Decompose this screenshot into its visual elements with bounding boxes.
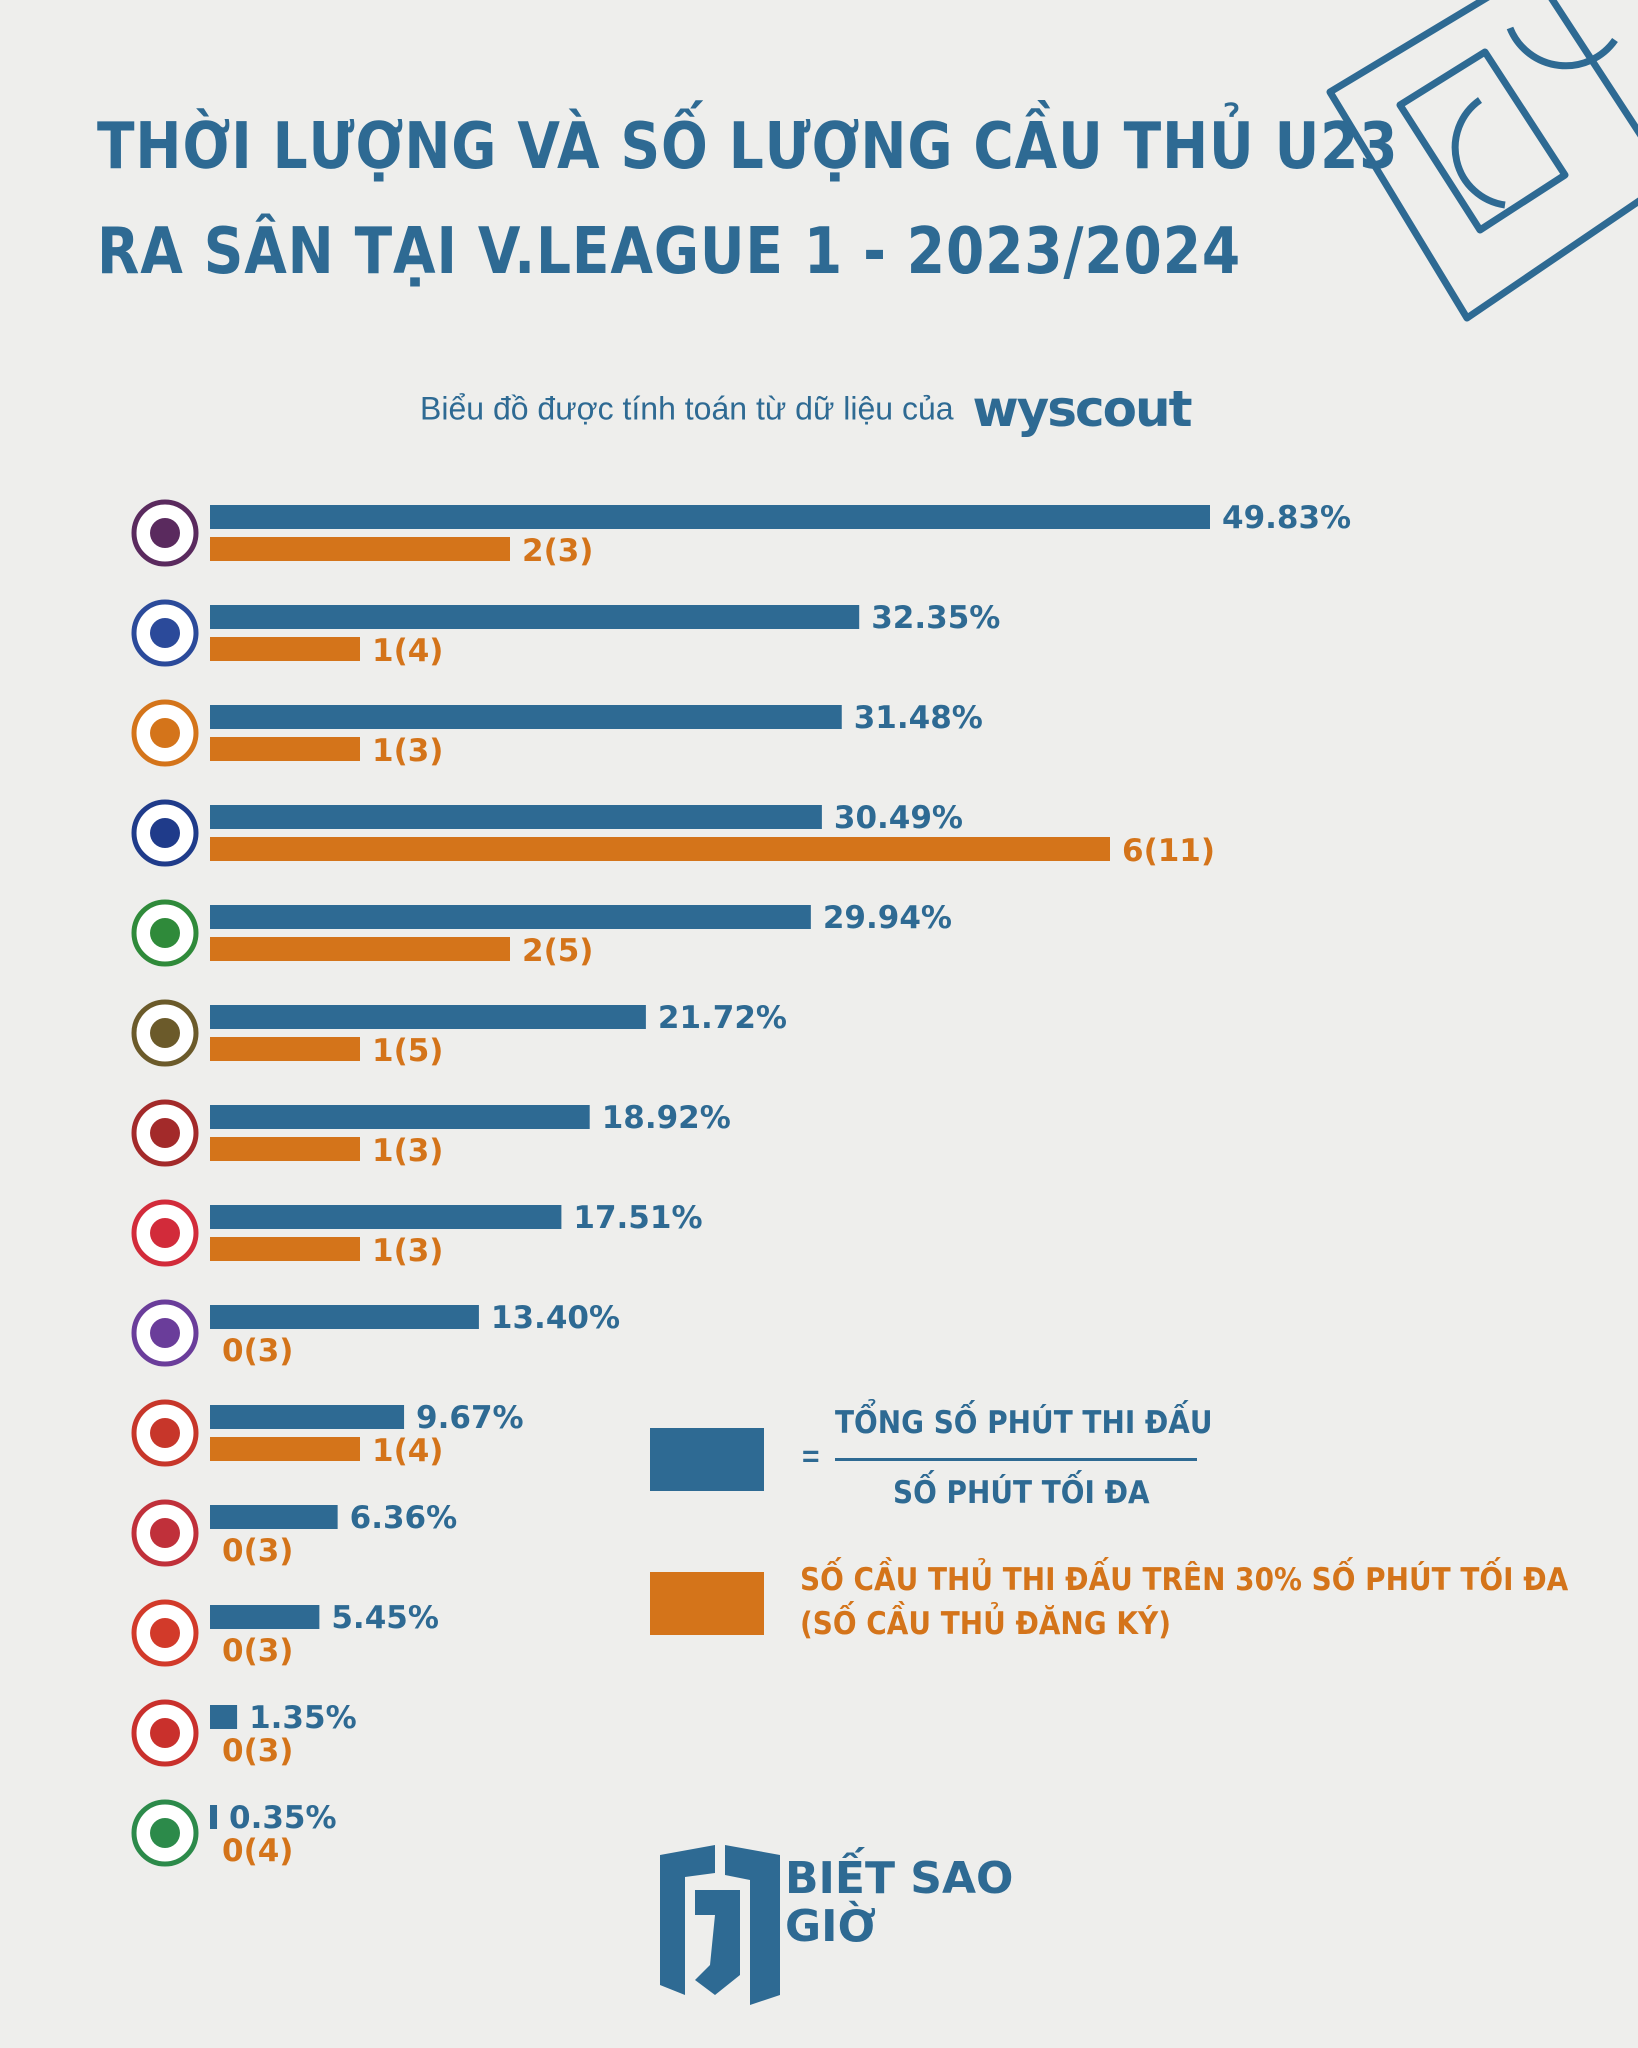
bar-players-over-30pct-label: 1(3) [372, 1233, 443, 1269]
bar-players-over-30pct [210, 837, 1110, 861]
bar-minutes-share-label: 0.35% [229, 1800, 337, 1836]
bar-players-over-30pct [210, 537, 510, 561]
brand-logo-icon [660, 1845, 780, 2005]
ho-chi-minh-city-crest-icon-core [150, 1518, 180, 1548]
bar-minutes-share [210, 505, 1210, 529]
bar-players-over-30pct-label: 1(4) [372, 1433, 443, 1469]
bar-minutes-share-label: 31.48% [854, 700, 983, 736]
hoang-anh-gia-lai-crest-icon-core [150, 918, 180, 948]
thanh-hoa-crest-icon-core [150, 1018, 180, 1048]
football-pitch-icon [1326, 0, 1638, 322]
bar-minutes-share-label: 30.49% [834, 800, 963, 836]
bar-minutes-share [210, 1205, 562, 1229]
bar-players-over-30pct-label: 1(3) [372, 1133, 443, 1169]
bar-players-over-30pct-label: 1(5) [372, 1033, 443, 1069]
bar-minutes-share-label: 18.92% [602, 1100, 731, 1136]
legend-blue-swatch [650, 1428, 764, 1491]
bar-players-over-30pct-label: 1(3) [372, 733, 443, 769]
page-title-line-2: RA SÂN TẠI V.LEAGUE 1 - 2023/2024 [97, 215, 1242, 289]
bar-players-over-30pct [210, 1237, 360, 1261]
bar-players-over-30pct [210, 737, 360, 761]
bar-minutes-share [210, 1505, 338, 1529]
bar-minutes-share-label: 32.35% [871, 600, 1000, 636]
bar-minutes-share [210, 1805, 218, 1829]
subtitle: Biểu đồ được tính toán từ dữ liệu của wy… [420, 380, 1192, 438]
bar-minutes-share [210, 1405, 405, 1429]
bar-minutes-share [210, 1705, 238, 1729]
bar-minutes-share-label: 13.40% [491, 1300, 620, 1336]
bar-minutes-share [210, 805, 822, 829]
legend-orange-label-line-2: (SỐ CẦU THỦ ĐĂNG KÝ) [800, 1606, 1171, 1642]
bar-minutes-share-label: 6.36% [350, 1500, 458, 1536]
bar-minutes-share [210, 1605, 320, 1629]
bar-minutes-share [210, 905, 811, 929]
bar-players-over-30pct-label: 1(4) [372, 633, 443, 669]
cong-an-ha-noi-crest-icon-core [150, 718, 180, 748]
legend-fraction-line [835, 1458, 1197, 1461]
brand-name: BIẾT SAO GIỜ [785, 1855, 1013, 1951]
bar-minutes-share-label: 29.94% [823, 900, 952, 936]
bar-players-over-30pct [210, 937, 510, 961]
bar-minutes-share [210, 1105, 590, 1129]
bar-players-over-30pct-label: 0(4) [222, 1833, 293, 1869]
bar-minutes-share [210, 1305, 479, 1329]
bar-minutes-share-label: 21.72% [658, 1000, 787, 1036]
wyscout-logo: wyscout [972, 380, 1192, 438]
page-title-line-1: THỜI LƯỢNG VÀ SỐ LƯỢNG CẦU THỦ U23 [97, 110, 1399, 184]
bar-minutes-share-label: 5.45% [331, 1600, 439, 1636]
bar-players-over-30pct-label: 2(5) [522, 933, 593, 969]
nam-dinh-crest-icon-core [150, 1618, 180, 1648]
bar-minutes-share-label: 1.35% [249, 1700, 357, 1736]
bar-players-over-30pct-label: 6(11) [1122, 833, 1215, 869]
bar-players-over-30pct-label: 0(3) [222, 1633, 293, 1669]
bar-minutes-share [210, 705, 842, 729]
bar-players-over-30pct [210, 637, 360, 661]
bar-players-over-30pct-label: 0(3) [222, 1533, 293, 1569]
legend-orange-swatch [650, 1572, 764, 1635]
binh-dinh-crest-icon-core [150, 1818, 180, 1848]
brand-name-line-2: GIỜ [785, 1901, 876, 1952]
bar-minutes-share [210, 605, 860, 629]
slna-crest-icon-core [150, 818, 180, 848]
bar-players-over-30pct [210, 1137, 360, 1161]
legend-denominator: SỐ PHÚT TỐI ĐA [893, 1475, 1150, 1511]
hai-phong-crest-icon-core [150, 1718, 180, 1748]
viettel-crest-icon-core [150, 1218, 180, 1248]
bar-minutes-share-label: 17.51% [573, 1200, 702, 1236]
bar-players-over-30pct-label: 2(3) [522, 533, 593, 569]
bar-players-over-30pct [210, 1037, 360, 1061]
quang-nam-crest-icon-core [150, 1118, 180, 1148]
brand-name-line-1: BIẾT SAO [785, 1853, 1014, 1904]
legend-orange-label-line-1: SỐ CẦU THỦ THI ĐẤU TRÊN 30% SỐ PHÚT TỐI … [800, 1562, 1569, 1598]
bar-players-over-30pct [210, 1437, 360, 1461]
bar-minutes-share [210, 1005, 646, 1029]
khanh-hoa-crest-icon-core [150, 618, 180, 648]
ha-tinh-crest-icon-core [150, 1418, 180, 1448]
bar-minutes-share-label: 9.67% [416, 1400, 524, 1436]
subtitle-text: Biểu đồ được tính toán từ dữ liệu của [420, 390, 954, 427]
bar-minutes-share-label: 49.83% [1222, 500, 1351, 536]
ha-noi-crest-icon-core [150, 1318, 180, 1348]
bar-players-over-30pct-label: 0(3) [222, 1733, 293, 1769]
club-crest-purple-icon-core [150, 518, 180, 548]
legend-equals-sign: = [802, 1440, 820, 1473]
bar-players-over-30pct-label: 0(3) [222, 1333, 293, 1369]
legend-numerator: TỔNG SỐ PHÚT THI ĐẤU [835, 1405, 1213, 1441]
